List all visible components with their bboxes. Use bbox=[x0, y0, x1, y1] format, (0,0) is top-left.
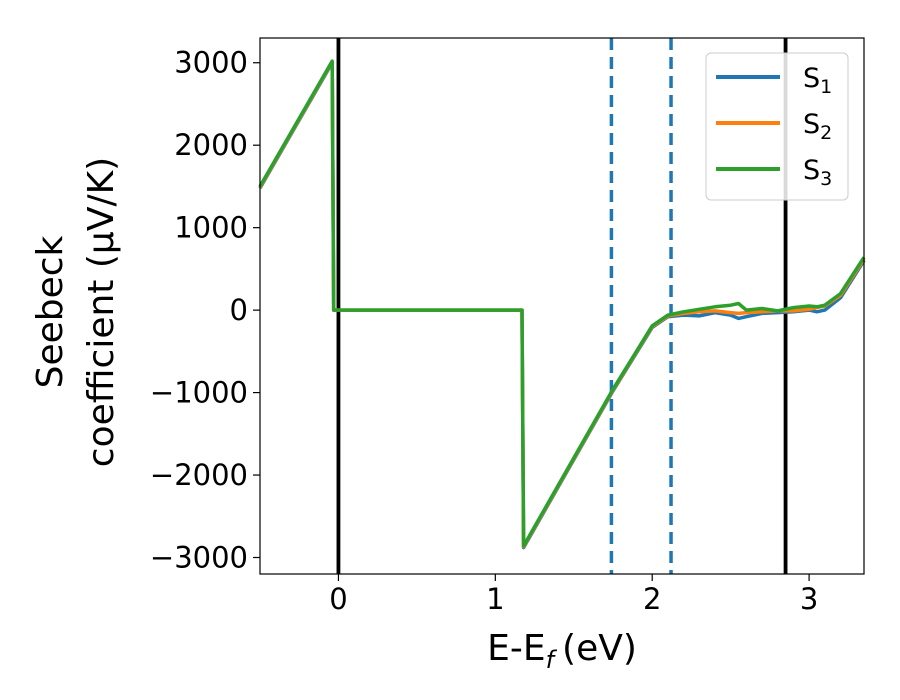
legend-label-s1: S1 bbox=[803, 63, 832, 98]
x-tick-label: 1 bbox=[486, 582, 504, 616]
plot-frame bbox=[259, 37, 865, 575]
x-tick-label: 3 bbox=[800, 582, 818, 616]
x-tick-label: 2 bbox=[643, 582, 661, 616]
y-tick-label: 0 bbox=[230, 293, 248, 327]
series-layer bbox=[258, 59, 866, 550]
y-tick-label: 3000 bbox=[174, 46, 248, 80]
x-ticks: 0 1 2 3 bbox=[329, 574, 818, 616]
legend-label-s3: S3 bbox=[803, 155, 832, 190]
x-tick-label: 0 bbox=[329, 582, 347, 616]
series-line-s3 bbox=[258, 59, 866, 548]
y-tick-label: −2000 bbox=[150, 458, 248, 492]
x-axis-label: E-Ef (eV) bbox=[487, 628, 637, 674]
y-tick-label: −3000 bbox=[150, 541, 248, 575]
y-axis-label-line1: Seebeck bbox=[30, 235, 71, 388]
y-ticks: −3000 −2000 −1000 0 1000 2000 3000 bbox=[150, 46, 260, 575]
y-axis-label-line2: coefficient (μV/K) bbox=[81, 157, 122, 467]
y-tick-label: 2000 bbox=[174, 128, 248, 162]
y-tick-label: −1000 bbox=[150, 376, 248, 410]
legend: S1 S2 S3 bbox=[705, 52, 849, 201]
y-tick-label: 1000 bbox=[174, 211, 248, 245]
legend-label-s2: S2 bbox=[803, 109, 832, 144]
legend-box bbox=[705, 52, 849, 201]
